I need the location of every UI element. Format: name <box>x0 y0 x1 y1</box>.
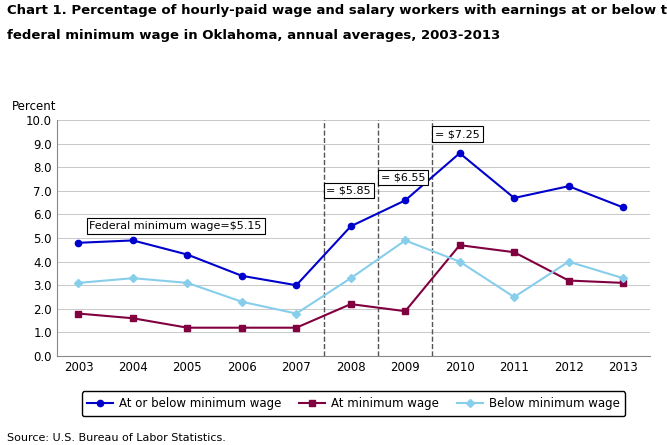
Text: = $5.85: = $5.85 <box>326 186 371 196</box>
Text: Chart 1. Percentage of hourly-paid wage and salary workers with earnings at or b: Chart 1. Percentage of hourly-paid wage … <box>7 4 667 17</box>
Text: Federal minimum wage=$5.15: Federal minimum wage=$5.15 <box>89 221 261 231</box>
Text: Source: U.S. Bureau of Labor Statistics.: Source: U.S. Bureau of Labor Statistics. <box>7 433 225 443</box>
Text: = $7.25: = $7.25 <box>435 129 480 139</box>
Legend: At or below minimum wage, At minimum wage, Below minimum wage: At or below minimum wage, At minimum wag… <box>81 391 626 416</box>
Text: = $6.55: = $6.55 <box>381 173 426 182</box>
Text: Percent: Percent <box>12 100 57 113</box>
Text: federal minimum wage in Oklahoma, annual averages, 2003-2013: federal minimum wage in Oklahoma, annual… <box>7 29 500 42</box>
